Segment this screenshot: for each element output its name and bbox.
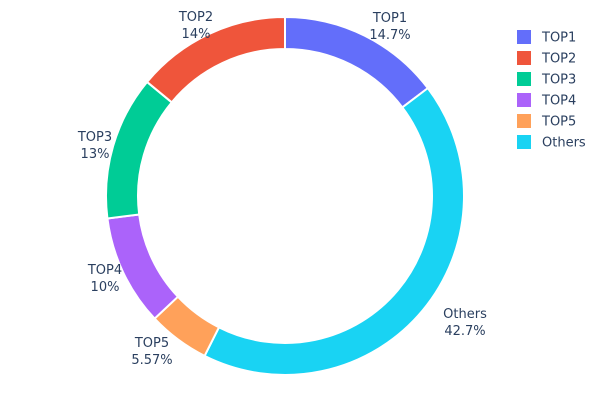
- legend-label-top2: TOP2: [541, 52, 576, 67]
- slice-label-percent: 42.7%: [444, 324, 485, 339]
- slice-label-percent: 14.7%: [369, 28, 410, 43]
- slice-label-name: TOP2: [178, 10, 213, 25]
- legend-label-top3: TOP3: [541, 73, 576, 88]
- slice-label-percent: 5.57%: [131, 353, 172, 368]
- slice-label-name: Others: [443, 307, 487, 322]
- slice-label-top4: TOP4 10%: [87, 263, 122, 295]
- slice-label-name: TOP5: [134, 336, 169, 351]
- slice-label-others: Others 42.7%: [443, 307, 487, 339]
- slice-label-top5: TOP5 5.57%: [131, 336, 172, 368]
- legend-swatch-top3[interactable]: [517, 72, 531, 86]
- slice-label-percent: 13%: [81, 147, 110, 162]
- pie-slices-group: [105, 15, 465, 376]
- legend-swatch-top2[interactable]: [517, 51, 531, 65]
- slice-label-top1: TOP1 14.7%: [369, 11, 410, 43]
- legend-label-top5: TOP5: [541, 115, 576, 130]
- slice-labels-group: TOP1 14.7% Others 42.7% TOP5 5.57% TOP4 10% TOP3…: [77, 10, 487, 368]
- legend-label-top1: TOP1: [541, 31, 576, 46]
- pie-slice-top2[interactable]: [145, 15, 286, 104]
- legend-swatch-top4[interactable]: [517, 93, 531, 107]
- legend-label-others: Others: [542, 136, 586, 151]
- slice-label-name: TOP3: [77, 130, 112, 145]
- legend-swatch-top5[interactable]: [517, 114, 531, 128]
- slice-label-percent: 14%: [182, 27, 211, 42]
- slice-label-top2: TOP2 14%: [178, 10, 213, 42]
- legend: TOP1 TOP2 TOP3 TOP4 TOP5 Others: [517, 30, 586, 151]
- slice-label-top3: TOP3 13%: [77, 130, 112, 162]
- legend-swatch-top1[interactable]: [517, 30, 531, 44]
- legend-label-top4: TOP4: [541, 94, 576, 109]
- slice-label-name: TOP4: [87, 263, 122, 278]
- slice-label-percent: 10%: [91, 280, 120, 295]
- slice-label-name: TOP1: [372, 11, 407, 26]
- legend-swatch-others[interactable]: [517, 135, 531, 149]
